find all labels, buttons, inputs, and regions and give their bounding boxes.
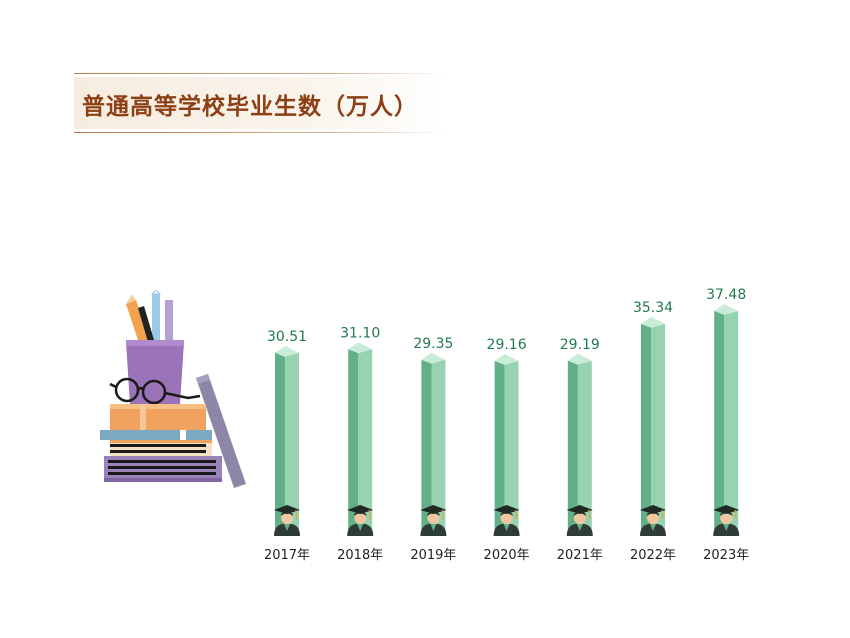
glasses-icon	[109, 377, 201, 405]
data-label: 29.19	[560, 337, 600, 353]
bars-group: 30.51 2017年 31.10 2018年 29.35 2019年 29.16 2020年…	[264, 287, 749, 563]
book-purple	[104, 456, 222, 482]
bar-2017年	[275, 345, 299, 536]
x-tick-label: 2020年	[484, 548, 530, 563]
book-cream	[110, 440, 212, 456]
books-pencil-cup-illustration	[100, 290, 246, 488]
x-tick-label: 2022年	[630, 548, 676, 563]
ruler-icon	[196, 374, 246, 488]
x-tick-label: 2023年	[703, 548, 749, 563]
bar-2021年	[567, 353, 592, 536]
data-label: 29.16	[487, 337, 527, 353]
title-rule-bottom	[74, 132, 446, 133]
data-label: 30.51	[267, 329, 307, 345]
chart-title: 普通高等学校毕业生数（万人）	[82, 94, 418, 120]
title-band: 普通高等学校毕业生数（万人）	[74, 73, 446, 133]
bar-2018年	[348, 342, 373, 536]
bar-2019年	[421, 352, 446, 536]
data-label: 29.35	[413, 336, 453, 352]
x-tick-label: 2017年	[264, 548, 310, 563]
x-tick-label: 2019年	[410, 548, 456, 563]
data-label: 31.10	[340, 325, 380, 341]
bar-2020年	[494, 353, 519, 536]
data-label: 37.48	[706, 287, 746, 303]
book-blue	[100, 430, 212, 440]
book-orange	[110, 404, 206, 430]
bar-2023年	[714, 304, 739, 536]
data-label: 35.34	[633, 300, 673, 316]
title-background	[74, 77, 446, 129]
x-tick-label: 2021年	[557, 548, 603, 563]
pencils-icon	[126, 290, 173, 352]
title-rule-top	[74, 73, 446, 74]
bar-2022年	[641, 316, 665, 536]
x-tick-label: 2018年	[337, 548, 383, 563]
